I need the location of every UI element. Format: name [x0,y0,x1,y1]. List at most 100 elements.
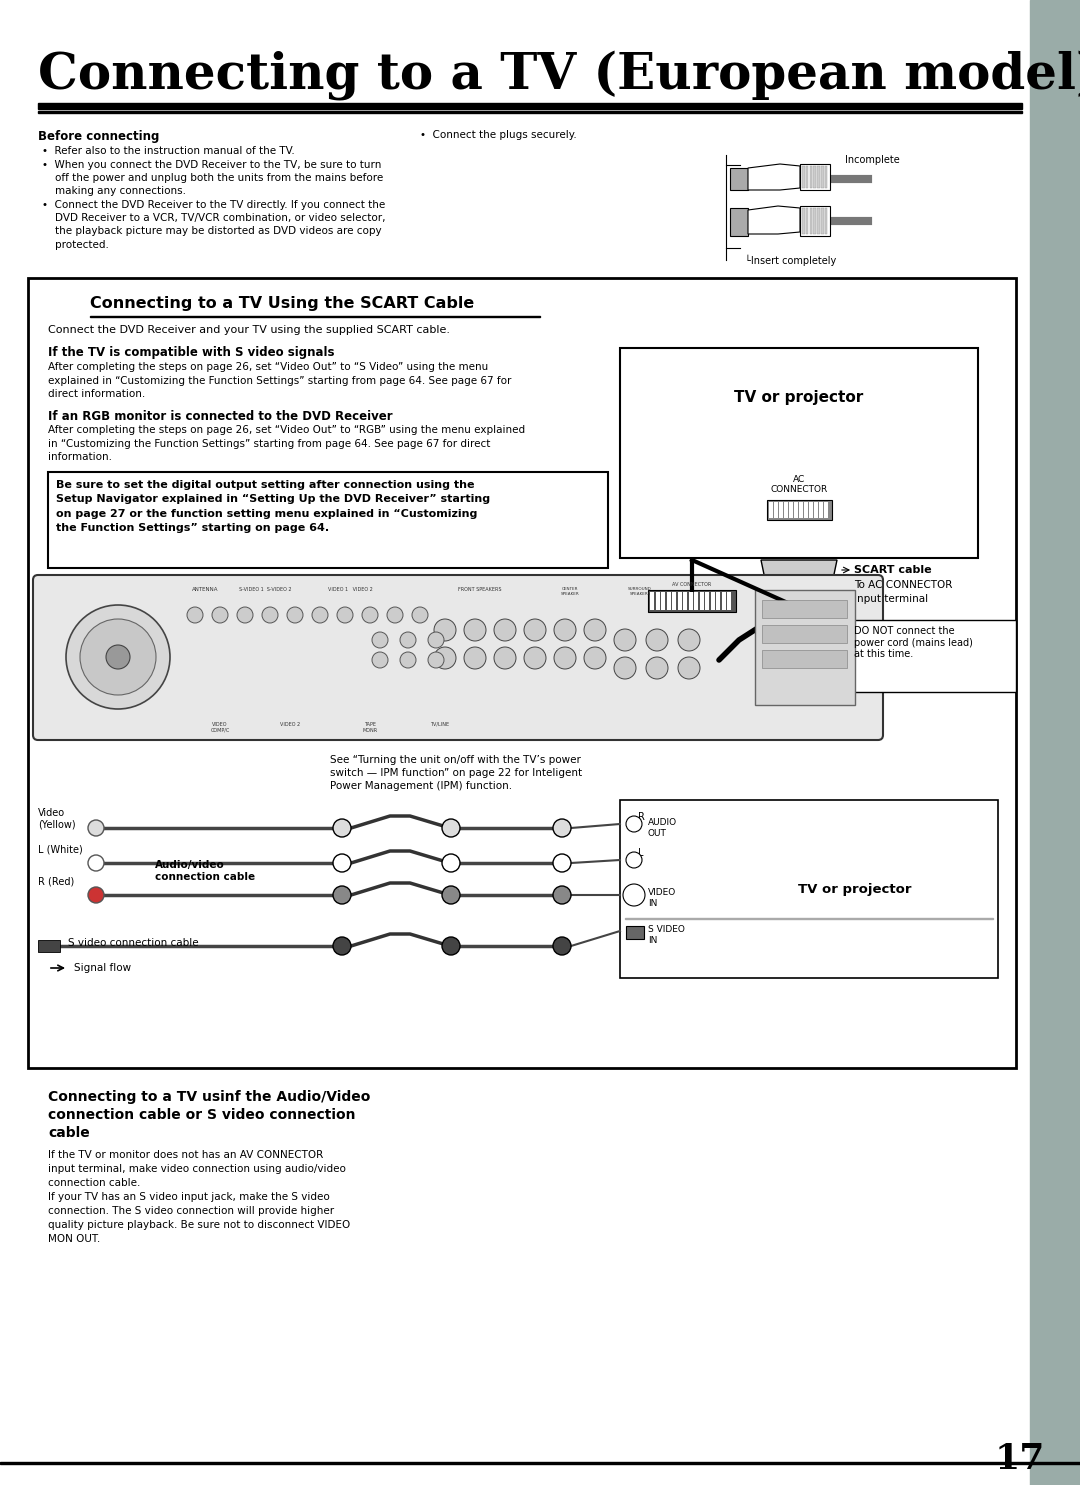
Circle shape [442,820,460,838]
Circle shape [553,820,571,838]
Text: •  Connect the plugs securely.: • Connect the plugs securely. [420,131,577,140]
Text: TV or projector: TV or projector [734,391,864,405]
Bar [806,166,808,189]
Bar [794,502,797,518]
Bar [661,593,665,610]
Bar [694,593,698,610]
Text: •  When you connect the DVD Receiver to the TV, be sure to turn
    off the powe: • When you connect the DVD Receiver to t… [42,160,383,196]
Circle shape [337,607,353,624]
Bar [721,593,726,610]
Polygon shape [748,206,800,235]
Circle shape [678,630,700,650]
Circle shape [554,647,576,670]
Circle shape [524,647,546,670]
Text: FRONT SPEAKERS: FRONT SPEAKERS [458,587,502,593]
Text: See “Turning the unit on/off with the TV’s power
switch — IPM function” on page : See “Turning the unit on/off with the TV… [330,754,582,792]
Circle shape [442,937,460,955]
Bar [814,502,818,518]
Circle shape [442,854,460,872]
Bar [711,593,715,610]
Bar [656,593,660,610]
Text: Audio/video
connection cable: Audio/video connection cable [156,860,255,882]
Circle shape [584,619,606,642]
Text: Video
(Yellow): Video (Yellow) [38,808,76,830]
Bar [767,500,832,520]
Circle shape [187,607,203,624]
Bar [730,208,748,236]
Circle shape [287,607,303,624]
Polygon shape [761,560,837,607]
Bar [38,111,1022,113]
Bar [802,208,805,235]
Circle shape [262,607,278,624]
Circle shape [464,619,486,642]
Bar [700,593,703,610]
Bar [648,590,735,612]
Bar [677,593,681,610]
Text: ANTENNA: ANTENNA [192,587,218,593]
Bar [821,166,824,189]
Text: After completing the steps on page 26, set “Video Out” to “RGB” using the menu e: After completing the steps on page 26, s… [48,425,525,462]
Bar [620,800,998,979]
Circle shape [87,887,104,903]
Text: TV/LINE: TV/LINE [431,722,449,728]
Bar [824,502,827,518]
Circle shape [411,607,428,624]
Bar [819,502,823,518]
Text: S-VIDEO 1  S-VIDEO 2: S-VIDEO 1 S-VIDEO 2 [239,587,292,593]
Text: •  Connect the DVD Receiver to the TV directly. If you connect the
    DVD Recei: • Connect the DVD Receiver to the TV dir… [42,200,386,249]
Text: 17: 17 [995,1442,1045,1476]
Bar [762,625,847,643]
Circle shape [494,647,516,670]
Circle shape [106,644,130,670]
Circle shape [646,656,669,679]
Circle shape [87,855,104,872]
Bar [779,502,783,518]
Circle shape [442,887,460,904]
Circle shape [434,619,456,642]
Circle shape [66,604,170,708]
Text: TAPE
MONR: TAPE MONR [363,722,378,732]
Bar [705,593,708,610]
Circle shape [333,937,351,955]
Circle shape [615,630,636,650]
Circle shape [312,607,328,624]
Bar [802,166,805,189]
Text: SCART cable: SCART cable [854,564,932,575]
Text: TV or projector: TV or projector [798,882,912,895]
Text: S video connection cable: S video connection cable [68,939,199,947]
Text: AUDIO
OUT: AUDIO OUT [648,818,677,838]
Text: SURROUND
SPEAKERS: SURROUND SPEAKERS [629,587,652,595]
Text: Be sure to set the digital output setting after connection using the
Setup Navig: Be sure to set the digital output settin… [56,480,490,533]
Text: VIDEO 2: VIDEO 2 [280,722,300,728]
Text: input terminal: input terminal [854,594,928,604]
Bar [666,593,671,610]
Circle shape [553,887,571,904]
Bar [730,168,748,190]
Circle shape [80,619,156,695]
Circle shape [87,820,104,836]
Circle shape [372,652,388,668]
Bar [38,940,60,952]
Circle shape [372,633,388,647]
Circle shape [428,633,444,647]
Bar [755,590,855,705]
Bar [800,206,831,236]
Bar [810,166,812,189]
Text: L: L [638,848,644,858]
Bar [799,502,802,518]
Bar [1030,0,1080,1485]
Bar [626,927,644,939]
Text: cable: cable [48,1126,90,1140]
Text: Connecting to a TV Using the SCART Cable: Connecting to a TV Using the SCART Cable [90,296,474,310]
Circle shape [400,652,416,668]
Bar [789,502,793,518]
Text: L (White): L (White) [38,845,83,855]
Circle shape [615,656,636,679]
Bar [821,208,824,235]
Text: After completing the steps on page 26, set “Video Out” to “S Video” using the me: After completing the steps on page 26, s… [48,362,511,399]
Text: S VIDEO
IN: S VIDEO IN [648,925,685,944]
Circle shape [333,820,351,838]
Text: If an RGB monitor is connected to the DVD Receiver: If an RGB monitor is connected to the DV… [48,410,393,423]
Bar [825,208,827,235]
